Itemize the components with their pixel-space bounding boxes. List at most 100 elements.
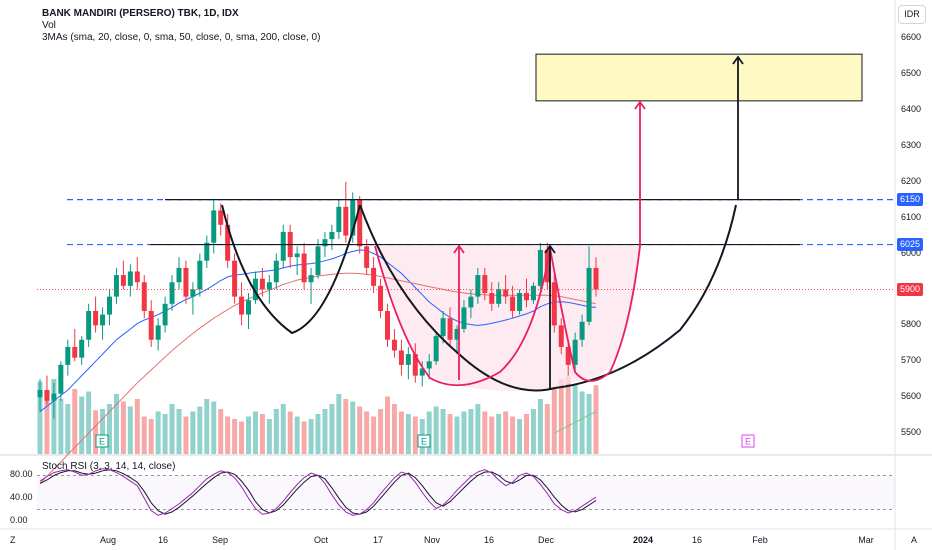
volume-bar (565, 376, 571, 454)
candle-body (551, 282, 557, 326)
candle-body (398, 350, 404, 365)
stoch-k-line (39, 468, 597, 516)
stoch-rsi-legend: Stoch RSI (3, 3, 14, 14, close) (42, 461, 176, 472)
earnings-marker-label: E (421, 437, 427, 447)
volume-bar (239, 421, 245, 454)
volume-bar (412, 416, 418, 454)
candle-body (329, 231, 335, 240)
price-tick-label: 6500 (901, 67, 922, 78)
stoch-tick-label: 40.00 (10, 492, 33, 503)
candle-body (148, 310, 154, 340)
volume-bar (433, 406, 439, 454)
time-tick-label: Aug (99, 535, 117, 545)
volume-bar (266, 419, 272, 454)
candle-body (113, 275, 119, 297)
volume-bar (544, 404, 550, 454)
volume-bar (155, 411, 161, 454)
volume-bar (259, 414, 265, 454)
candle-body (120, 275, 126, 286)
chart-title: BANK MANDIRI (PERSERO) TBK, 1D, IDX (42, 8, 239, 19)
volume-bar (44, 391, 50, 454)
volume-bar (336, 394, 342, 454)
volume-bar (294, 416, 300, 454)
candle-body (579, 321, 585, 340)
volume-bar (169, 404, 175, 454)
candle-body (322, 239, 328, 247)
time-tick-label: Feb (752, 535, 768, 545)
price-tick-label: 6400 (901, 103, 922, 114)
volume-bar (489, 416, 495, 454)
candle-body (343, 206, 349, 236)
candle-body (385, 310, 390, 340)
candle-body (593, 267, 599, 290)
volume-bar (176, 409, 182, 454)
candle-body (155, 325, 161, 340)
volume-bar (37, 381, 43, 454)
volume-bar (148, 419, 154, 454)
candle-body (266, 282, 272, 290)
volume-bar (100, 409, 106, 454)
volume-bar (405, 414, 411, 454)
volume-bar (530, 409, 536, 454)
volume-bar (371, 416, 377, 454)
candle-body (58, 364, 64, 394)
candle-body (433, 336, 439, 362)
timezone-corner[interactable]: Z (10, 535, 16, 545)
volume-bar (426, 411, 432, 454)
volume-bar (211, 401, 217, 454)
candlesticks[interactable] (37, 181, 599, 419)
candle-body (530, 285, 536, 301)
volume-bar (454, 416, 460, 454)
candle-body (162, 303, 168, 326)
candle-body (503, 289, 509, 297)
candle-body (357, 199, 363, 247)
volume-bar (364, 411, 370, 454)
volume-bar (113, 394, 119, 454)
candle-body (308, 275, 314, 283)
volume-bar (134, 399, 140, 454)
volume-bars (37, 376, 599, 454)
small-cup-curve (221, 204, 361, 335)
volume-bar (468, 409, 474, 454)
price-tick-label: 5700 (901, 355, 922, 366)
candle-body (72, 346, 78, 358)
auto-scale-button[interactable]: A (911, 535, 918, 545)
candle-body (419, 368, 425, 376)
earnings-marker (95, 434, 109, 448)
price-tick-label: 6100 (901, 211, 922, 222)
time-tick-label: Oct (313, 535, 329, 545)
candle-body (482, 275, 488, 294)
volume-bar (391, 404, 397, 454)
candle-body (37, 390, 43, 398)
volume-bar (58, 399, 64, 454)
volume-bar (232, 419, 238, 454)
price-tick-label: 6600 (901, 32, 922, 42)
price-tick-label: 6300 (901, 139, 922, 150)
candle-body (252, 278, 258, 301)
candle-body (107, 296, 112, 315)
candle-body (127, 271, 133, 286)
volume-bar (280, 404, 286, 454)
volume-bar (398, 411, 404, 454)
arrow-target-black-head (732, 55, 744, 65)
time-tick-label: 16 (157, 535, 169, 545)
candle-body (524, 293, 529, 301)
volume-bar (141, 416, 147, 454)
arrow-big-cup-head (544, 244, 556, 254)
volume-bar (378, 409, 384, 454)
volume-bar (197, 406, 203, 454)
volume-bar (252, 411, 258, 454)
currency-button[interactable]: IDR (898, 5, 926, 24)
volume-bar (461, 411, 467, 454)
candle-body (190, 289, 196, 297)
volume-bar (447, 414, 453, 454)
candle-body (454, 328, 460, 340)
volume-bar (579, 391, 585, 454)
candle-body (350, 199, 356, 236)
candle-body (273, 260, 279, 283)
earnings-marker-label: E (99, 437, 105, 447)
time-tick-label: Dec (537, 535, 555, 545)
candle-body (44, 390, 50, 401)
